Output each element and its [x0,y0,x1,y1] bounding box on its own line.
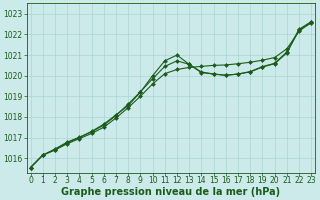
X-axis label: Graphe pression niveau de la mer (hPa): Graphe pression niveau de la mer (hPa) [61,187,280,197]
